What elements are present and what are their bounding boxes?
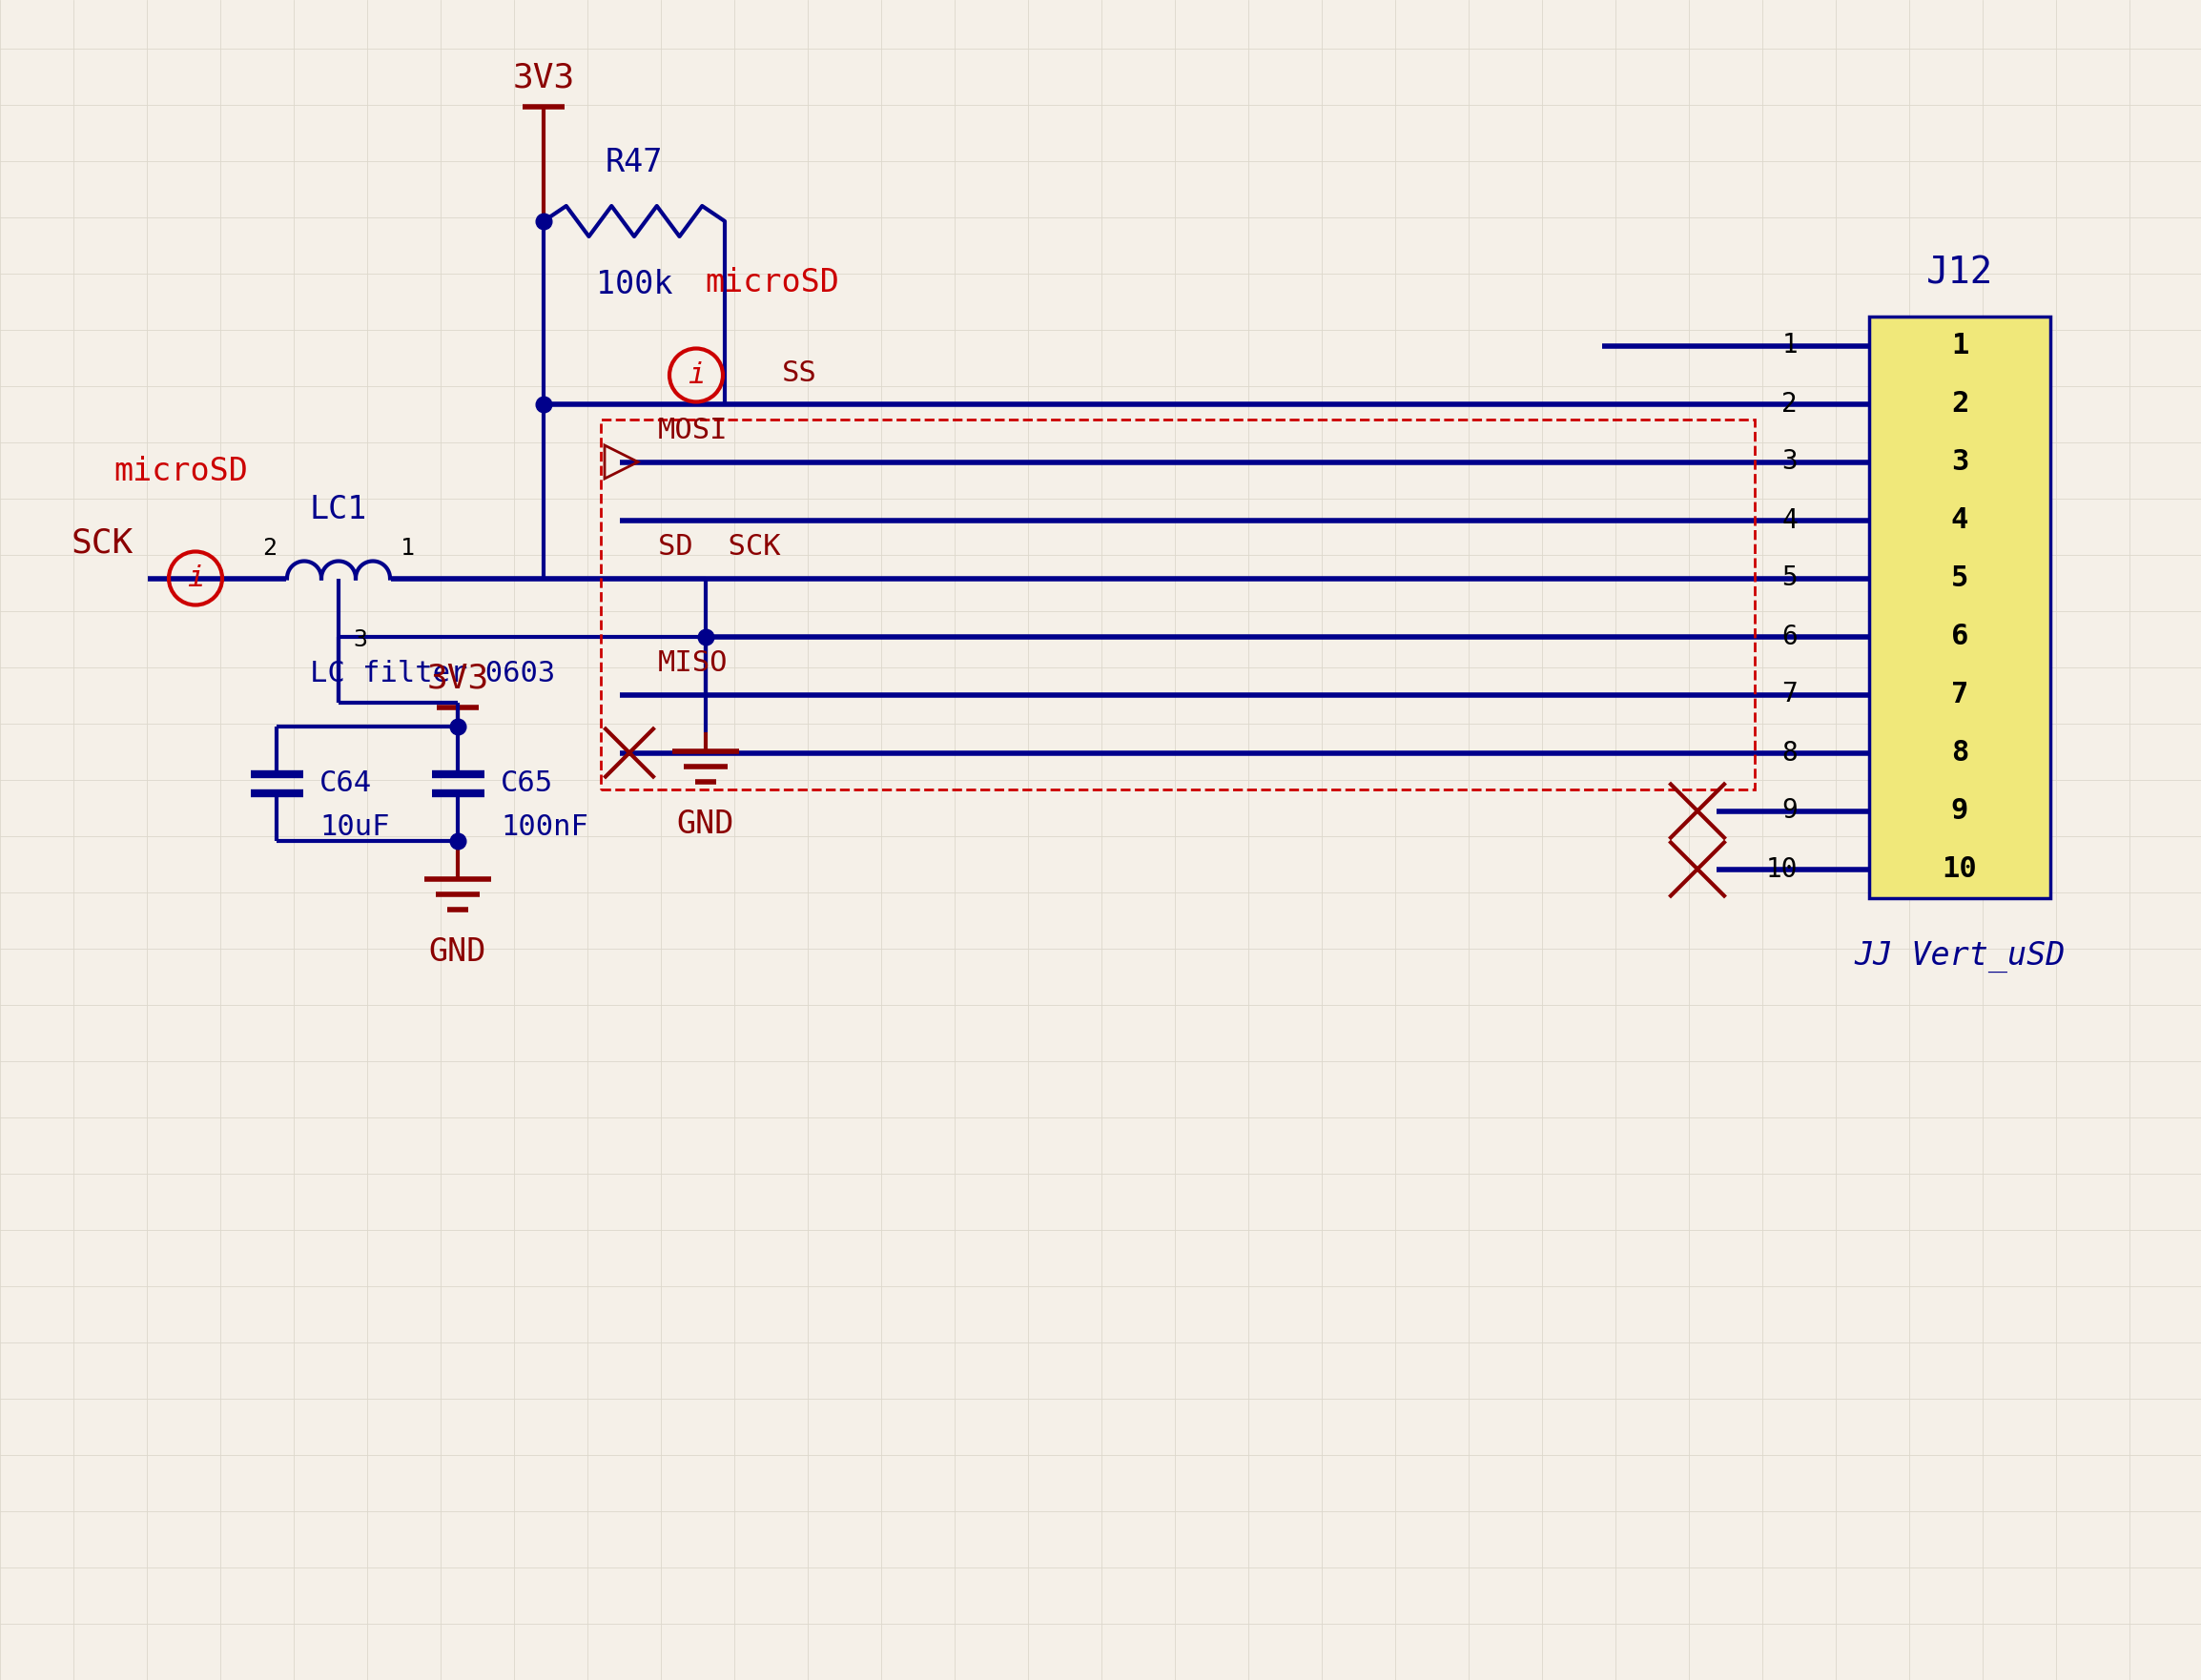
Text: 8: 8 <box>1781 739 1798 766</box>
Text: 3V3: 3V3 <box>427 662 489 696</box>
Text: 1: 1 <box>401 536 414 559</box>
Text: 9: 9 <box>1781 798 1798 825</box>
Text: 100k: 100k <box>596 269 674 301</box>
Text: 1: 1 <box>1950 333 1968 360</box>
Text: SD  SCK: SD SCK <box>658 534 781 561</box>
Text: 3: 3 <box>1781 449 1798 475</box>
Bar <box>601 418 1754 790</box>
Bar <box>1869 316 2051 899</box>
Text: i: i <box>187 564 205 591</box>
Text: SS: SS <box>781 360 817 386</box>
Text: 4: 4 <box>1781 507 1798 534</box>
Text: 8: 8 <box>1950 739 1968 766</box>
Text: C64: C64 <box>319 769 372 798</box>
Text: 9: 9 <box>1950 796 1968 825</box>
Text: 3: 3 <box>1950 449 1968 475</box>
Text: C65: C65 <box>500 769 552 798</box>
Text: 2: 2 <box>262 536 277 559</box>
Text: 7: 7 <box>1950 680 1968 709</box>
Text: J12: J12 <box>1926 255 1994 292</box>
Text: 2: 2 <box>1950 390 1968 418</box>
Text: 4: 4 <box>1950 506 1968 534</box>
Text: 10: 10 <box>1765 855 1798 882</box>
Text: 6: 6 <box>1950 623 1968 650</box>
Text: i: i <box>687 361 704 390</box>
Text: MOSI: MOSI <box>658 417 729 445</box>
Text: 7: 7 <box>1781 682 1798 707</box>
Text: JJ Vert_uSD: JJ Vert_uSD <box>1853 941 2065 973</box>
Text: microSD: microSD <box>114 457 249 487</box>
Text: SCK: SCK <box>70 528 134 559</box>
Text: R47: R47 <box>605 146 663 178</box>
Text: 3V3: 3V3 <box>513 62 574 94</box>
Text: 2: 2 <box>1781 390 1798 417</box>
Text: 5: 5 <box>1950 564 1968 591</box>
Text: 5: 5 <box>1781 564 1798 591</box>
Text: LC1: LC1 <box>310 494 368 526</box>
Text: microSD: microSD <box>704 267 839 299</box>
Text: 1: 1 <box>1781 333 1798 360</box>
Text: 3: 3 <box>352 628 368 652</box>
Text: 100nF: 100nF <box>500 813 588 840</box>
Text: GND: GND <box>429 936 486 968</box>
Text: 10uF: 10uF <box>319 813 390 840</box>
Text: LC filter 0603: LC filter 0603 <box>310 660 555 687</box>
Text: GND: GND <box>678 808 735 840</box>
Text: 10: 10 <box>1941 855 1976 884</box>
Text: MISO: MISO <box>658 650 729 677</box>
Text: 6: 6 <box>1781 623 1798 650</box>
